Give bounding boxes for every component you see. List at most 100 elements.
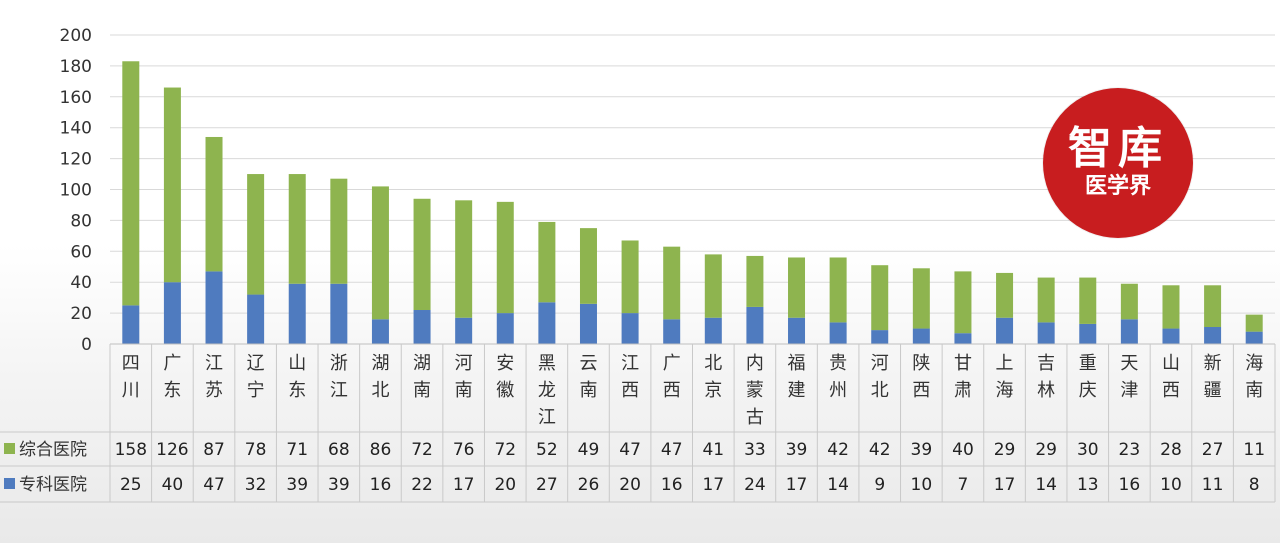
table-value: 20 xyxy=(619,475,641,495)
zhiku-logo-badge: 智库 医学界 xyxy=(1043,88,1193,238)
bar-specialty xyxy=(1204,327,1222,344)
table-value: 42 xyxy=(827,440,849,460)
category-label: 山 xyxy=(1162,353,1180,374)
category-label: 云 xyxy=(579,353,597,374)
category-label: 南 xyxy=(455,380,473,401)
category-label: 广 xyxy=(663,353,681,374)
bar-specialty xyxy=(163,282,181,344)
table-value: 47 xyxy=(203,475,225,495)
bar-general xyxy=(455,200,473,318)
bar-general xyxy=(288,174,306,284)
bar-general xyxy=(330,178,348,284)
bar-specialty xyxy=(579,303,597,344)
category-label: 甘 xyxy=(954,353,972,374)
table-value: 16 xyxy=(661,475,683,495)
bar-general xyxy=(871,265,889,331)
category-label: 福 xyxy=(788,353,806,374)
table-value: 11 xyxy=(1243,440,1265,460)
category-label: 西 xyxy=(912,380,930,401)
category-label: 京 xyxy=(704,380,722,401)
table-value: 25 xyxy=(120,475,142,495)
table-value: 17 xyxy=(786,475,808,495)
bar-general xyxy=(704,254,722,318)
category-label: 河 xyxy=(871,353,889,374)
category-label: 广 xyxy=(163,353,181,374)
y-tick-label: 100 xyxy=(60,181,92,201)
bar-general xyxy=(1162,285,1180,329)
category-label: 海 xyxy=(1245,353,1263,374)
bar-specialty xyxy=(1162,328,1180,344)
table-value: 158 xyxy=(115,440,147,460)
table-value: 23 xyxy=(1119,440,1141,460)
bar-specialty xyxy=(663,319,681,344)
category-label: 新 xyxy=(1204,353,1222,374)
bar-specialty xyxy=(704,317,722,344)
bar-general xyxy=(746,255,764,307)
category-label: 辽 xyxy=(247,353,265,374)
category-label: 林 xyxy=(1037,380,1055,401)
category-label: 庆 xyxy=(1079,380,1097,401)
category-label: 北 xyxy=(704,353,722,374)
category-label: 四 xyxy=(122,353,140,374)
table-value: 68 xyxy=(328,440,350,460)
category-label: 浙 xyxy=(330,353,348,374)
bar-general xyxy=(663,246,681,320)
table-value: 30 xyxy=(1077,440,1099,460)
bar-specialty xyxy=(1120,319,1138,344)
table-value: 39 xyxy=(328,475,350,495)
table-value: 76 xyxy=(453,440,475,460)
bar-general xyxy=(579,228,597,304)
category-label: 上 xyxy=(996,353,1014,374)
category-label: 苏 xyxy=(205,380,223,401)
table-value: 24 xyxy=(744,475,766,495)
table-value: 14 xyxy=(1035,475,1057,495)
table-value: 20 xyxy=(494,475,516,495)
category-label: 州 xyxy=(829,380,847,401)
category-label: 天 xyxy=(1120,353,1138,374)
category-label: 贵 xyxy=(829,353,847,374)
table-value: 11 xyxy=(1202,475,1224,495)
category-label: 湖 xyxy=(371,353,389,374)
table-value: 78 xyxy=(245,440,267,460)
bar-specialty xyxy=(996,317,1014,344)
y-tick-label: 40 xyxy=(70,273,92,293)
category-label: 古 xyxy=(746,407,764,428)
table-value: 39 xyxy=(911,440,933,460)
badge-subtitle: 医学界 xyxy=(1084,174,1151,199)
table-value: 10 xyxy=(911,475,933,495)
table-value: 39 xyxy=(286,475,308,495)
category-label: 东 xyxy=(288,380,306,401)
table-value: 17 xyxy=(702,475,724,495)
bar-specialty xyxy=(871,330,889,344)
category-label: 龙 xyxy=(538,380,556,401)
bar-specialty xyxy=(205,271,223,344)
bar-general xyxy=(912,268,930,329)
bar-general xyxy=(829,257,847,323)
table-value: 39 xyxy=(786,440,808,460)
table-value: 40 xyxy=(952,440,974,460)
table-value: 22 xyxy=(411,475,433,495)
category-label: 陕 xyxy=(912,353,930,374)
bar-general xyxy=(788,257,806,318)
bar-specialty xyxy=(1245,331,1263,344)
bar-general xyxy=(413,198,431,311)
table-value: 72 xyxy=(411,440,433,460)
legend-swatch xyxy=(4,443,15,454)
table-value: 26 xyxy=(578,475,600,495)
bar-general xyxy=(621,240,639,314)
category-label: 江 xyxy=(538,407,556,428)
bar-general xyxy=(371,186,389,320)
bar-general xyxy=(1204,285,1222,328)
y-tick-label: 180 xyxy=(60,57,92,77)
category-label: 南 xyxy=(413,380,431,401)
category-label: 疆 xyxy=(1204,380,1222,401)
category-label: 徽 xyxy=(496,380,514,401)
bar-specialty xyxy=(371,319,389,344)
bar-specialty xyxy=(122,305,140,344)
y-tick-label: 160 xyxy=(60,88,92,108)
table-value: 49 xyxy=(578,440,600,460)
table-value: 32 xyxy=(245,475,267,495)
category-label: 江 xyxy=(205,353,223,374)
bar-specialty xyxy=(1037,322,1055,344)
